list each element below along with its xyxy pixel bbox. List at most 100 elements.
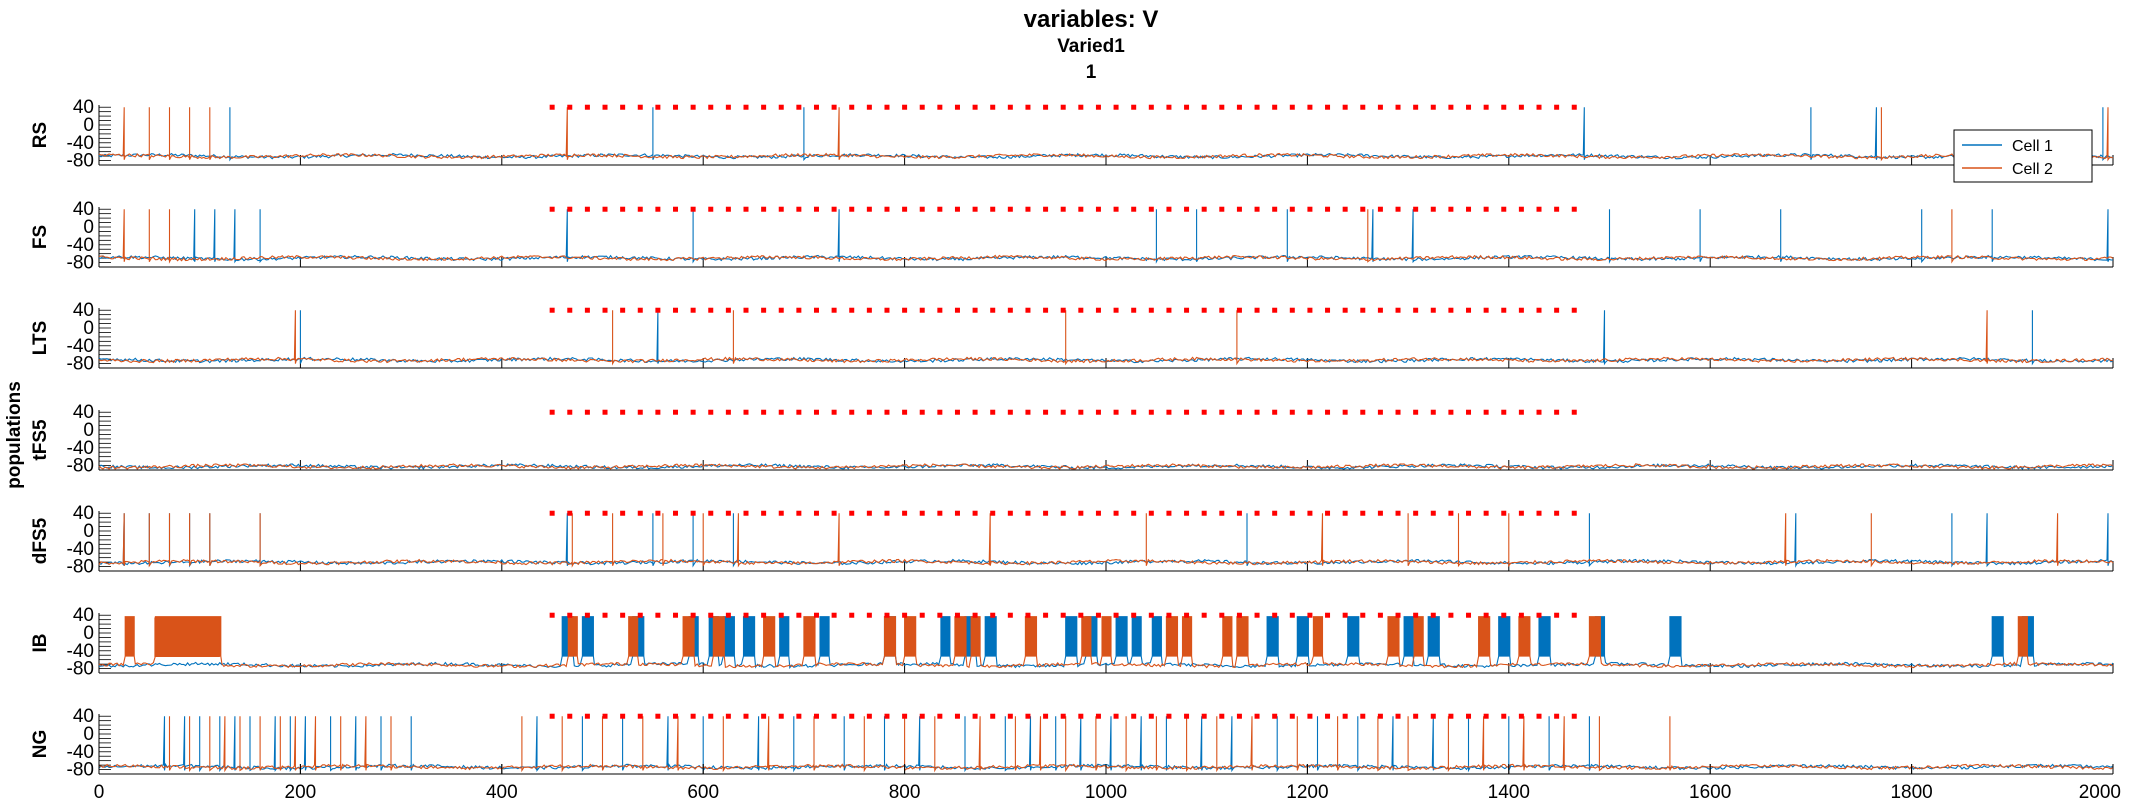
marker-dot (831, 713, 837, 719)
marker-dot (1413, 510, 1419, 516)
marker-dot (620, 307, 626, 313)
marker-dot (1007, 104, 1013, 110)
marker-dot (1113, 307, 1119, 313)
marker-dot (1289, 104, 1295, 110)
marker-dot (655, 612, 661, 618)
marker-dot (690, 612, 696, 618)
marker-dot (1342, 612, 1348, 618)
marker-dot (919, 713, 925, 719)
marker-dot (1466, 612, 1472, 618)
marker-dot (1360, 510, 1366, 516)
marker-dot (673, 206, 679, 212)
marker-dot (1360, 104, 1366, 110)
marker-dot (1536, 104, 1542, 110)
marker-dot (1342, 307, 1348, 313)
panel-label: tFS5 (30, 419, 51, 461)
marker-dot (690, 307, 696, 313)
marker-dot (1060, 612, 1066, 618)
marker-dot (1236, 409, 1242, 415)
marker-dot (954, 713, 960, 719)
marker-dot (1483, 713, 1489, 719)
marker-dot (1025, 307, 1031, 313)
marker-dot (743, 713, 749, 719)
marker-dot (919, 307, 925, 313)
marker-dot (902, 104, 908, 110)
marker-dot (972, 409, 978, 415)
marker-dot (937, 409, 943, 415)
marker-dot (743, 612, 749, 618)
marker-dot (1325, 409, 1331, 415)
marker-dot (1307, 307, 1313, 313)
marker-dot (884, 104, 890, 110)
marker-dot (1289, 206, 1295, 212)
marker-dot (1254, 206, 1260, 212)
marker-dot (1377, 510, 1383, 516)
marker-dot (743, 206, 749, 212)
marker-dot (549, 409, 555, 415)
marker-dot (1007, 713, 1013, 719)
marker-dot (990, 612, 996, 618)
marker-dot (1236, 104, 1242, 110)
marker-dot (1554, 612, 1560, 618)
marker-dot (1201, 206, 1207, 212)
marker-dot (831, 206, 837, 212)
marker-dot (1043, 612, 1049, 618)
marker-dot (1095, 206, 1101, 212)
marker-dot (567, 713, 573, 719)
marker-dot (831, 612, 837, 618)
marker-dot (1236, 206, 1242, 212)
marker-dot (1554, 104, 1560, 110)
marker-dot (990, 713, 996, 719)
marker-dot (1166, 510, 1172, 516)
marker-dot (1043, 104, 1049, 110)
marker-dot (1219, 510, 1225, 516)
marker-dot (725, 409, 731, 415)
marker-dot (831, 409, 837, 415)
marker-dot (1184, 409, 1190, 415)
marker-dot (637, 307, 643, 313)
marker-dot (1342, 104, 1348, 110)
marker-dot (549, 510, 555, 516)
marker-dot (990, 409, 996, 415)
marker-dot (708, 307, 714, 313)
panel-y-tick-label: -40 (67, 742, 94, 763)
marker-dot (1166, 713, 1172, 719)
marker-dot (990, 307, 996, 313)
marker-dot (673, 104, 679, 110)
trace-cell2 (98, 209, 2114, 264)
marker-dot (778, 612, 784, 618)
marker-dot (1025, 713, 1031, 719)
marker-dot (1236, 612, 1242, 618)
marker-dot (1377, 713, 1383, 719)
panel-label: NG (30, 730, 51, 759)
marker-dot (1166, 612, 1172, 618)
marker-dot (1148, 409, 1154, 415)
marker-dot (1025, 104, 1031, 110)
marker-dot (1078, 104, 1084, 110)
marker-dot (655, 409, 661, 415)
marker-dot (1518, 409, 1524, 415)
marker-dot (813, 409, 819, 415)
marker-dot (1219, 307, 1225, 313)
marker-dot (884, 307, 890, 313)
marker-dot (1201, 612, 1207, 618)
panel-lts: 400-40-80 LTS (30, 300, 2114, 375)
marker-dot (884, 713, 890, 719)
marker-dot (1395, 206, 1401, 212)
marker-dot (1448, 206, 1454, 212)
marker-dot (637, 510, 643, 516)
trace-cell1 (98, 513, 2114, 568)
marker-dot (1148, 307, 1154, 313)
marker-dot (1113, 104, 1119, 110)
marker-dot (937, 104, 943, 110)
marker-dot (673, 409, 679, 415)
marker-dot (549, 104, 555, 110)
marker-dot (655, 713, 661, 719)
marker-dot (1501, 713, 1507, 719)
marker-dot (1501, 307, 1507, 313)
marker-dot (549, 713, 555, 719)
burst-block (154, 617, 220, 657)
panel-y-tick-label: -40 (67, 336, 94, 357)
marker-dot (1571, 206, 1577, 212)
marker-dot (1007, 510, 1013, 516)
